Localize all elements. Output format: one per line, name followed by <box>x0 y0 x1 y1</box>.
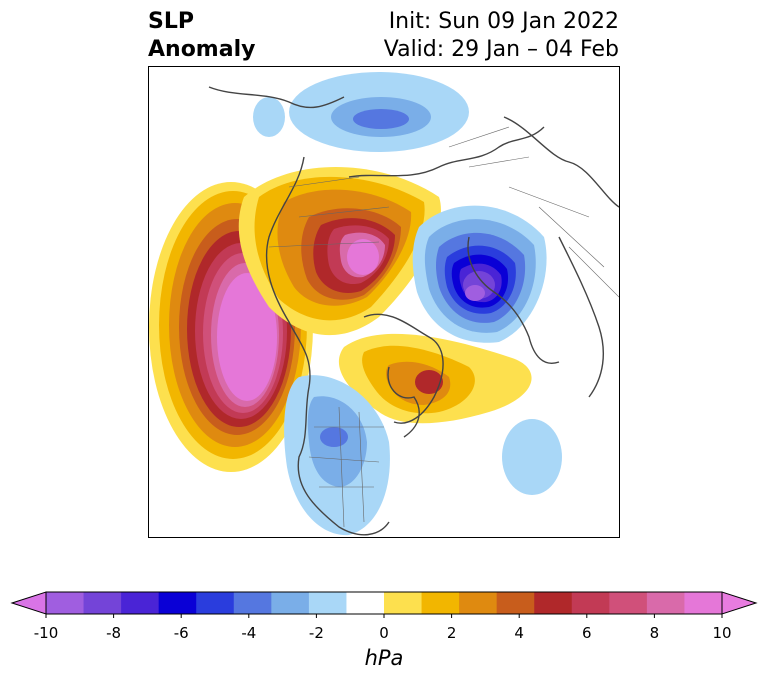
pacific-high-anomaly <box>149 182 313 472</box>
colorbar-bin <box>121 592 160 614</box>
colorbar-above-max <box>721 591 758 615</box>
colorbar-unit: hPa <box>364 646 404 670</box>
colorbar-bin <box>421 592 460 614</box>
colorbar-bin <box>684 592 723 614</box>
map-canvas <box>149 72 619 536</box>
colorbar-bin <box>646 592 685 614</box>
colorbar-tick-label: -8 <box>106 624 122 642</box>
europe-low-anomaly <box>412 205 547 343</box>
colorbar-bin <box>233 592 272 614</box>
greenland-high-anomaly <box>338 333 532 424</box>
colorbar-tick-label: 6 <box>582 624 592 642</box>
colorbar-below-min <box>10 591 47 615</box>
colorbar-tick-label: 0 <box>379 624 389 642</box>
colorbar-tick-label: 8 <box>649 624 660 642</box>
colorbar-bin <box>459 592 498 614</box>
colorbar-bin <box>158 592 197 614</box>
us-low-anomaly <box>284 375 390 536</box>
colorbar-tick-label: 10 <box>712 624 732 642</box>
forecast-dates: Init: Sun 09 Jan 2022 Valid: 29 Jan – 04… <box>384 8 619 64</box>
atlantic-low-anomaly <box>502 419 562 495</box>
coastlines <box>208 86 619 536</box>
colorbar-bin <box>609 592 648 614</box>
colorbar-tick-label: 4 <box>514 624 524 642</box>
colorbar-bins <box>46 592 723 614</box>
colorbar-tick-label: -2 <box>308 624 324 642</box>
colorbar-bin <box>534 592 573 614</box>
colorbar-tick-label: 2 <box>446 624 457 642</box>
russia-low-anomaly <box>253 72 469 152</box>
anomaly-map <box>148 66 620 538</box>
colorbar-bin <box>571 592 610 614</box>
colorbar-bin <box>308 592 347 614</box>
colorbar-bin <box>346 592 385 614</box>
colorbar-tick-label: -6 <box>173 624 189 642</box>
colorbar-tick-label: -4 <box>241 624 257 642</box>
title-line-2: Anomaly <box>148 37 256 62</box>
colorbar <box>10 591 758 618</box>
colorbar-bin <box>83 592 122 614</box>
init-date: Init: Sun 09 Jan 2022 <box>388 9 619 34</box>
arctic-high-anomaly <box>238 167 441 336</box>
colorbar-bin <box>196 592 235 614</box>
borders <box>268 126 619 528</box>
valid-dates: Valid: 29 Jan – 04 Feb <box>383 37 619 62</box>
title-line-1: SLP <box>148 9 194 34</box>
colorbar-ticks <box>45 614 723 618</box>
colorbar-bin <box>271 592 310 614</box>
map-title: SLP Anomaly <box>148 8 255 64</box>
colorbar-bin <box>496 592 535 614</box>
colorbar-bin <box>46 592 85 614</box>
colorbar-bin <box>384 592 423 614</box>
colorbar-tick-label: -10 <box>33 624 59 642</box>
